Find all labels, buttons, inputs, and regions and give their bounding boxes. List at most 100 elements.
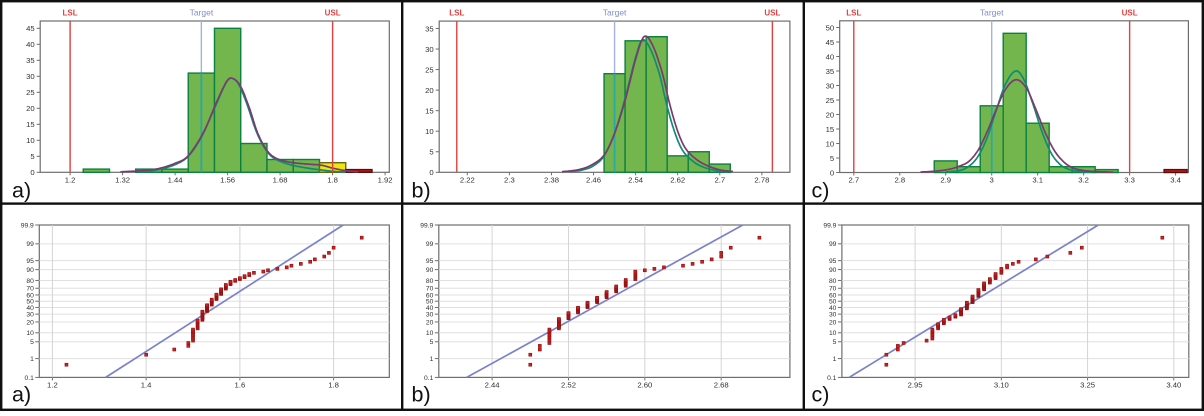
svg-text:60: 60	[829, 292, 837, 299]
svg-text:70: 70	[426, 286, 434, 293]
svg-text:2.68: 2.68	[714, 380, 729, 389]
svg-text:1: 1	[833, 356, 837, 363]
svg-text:2.78: 2.78	[754, 175, 769, 184]
svg-text:90: 90	[829, 267, 837, 274]
svg-text:2.9: 2.9	[940, 176, 951, 185]
svg-text:2.60: 2.60	[637, 380, 652, 389]
svg-text:25: 25	[425, 65, 434, 74]
svg-text:20: 20	[829, 319, 837, 326]
svg-text:10: 10	[826, 139, 835, 148]
svg-text:50: 50	[826, 23, 835, 32]
svg-text:20: 20	[26, 104, 35, 113]
svg-text:95: 95	[426, 258, 434, 265]
svg-text:2.7: 2.7	[848, 176, 859, 185]
svg-text:99: 99	[26, 241, 34, 248]
svg-text:USL: USL	[764, 9, 780, 18]
svg-text:USL: USL	[1122, 8, 1138, 17]
svg-text:LSL: LSL	[63, 9, 78, 18]
svg-text:3.3: 3.3	[1124, 176, 1135, 185]
svg-text:c): c)	[812, 383, 830, 407]
svg-text:2.54: 2.54	[628, 175, 644, 184]
svg-text:80: 80	[26, 278, 34, 285]
svg-text:1.8: 1.8	[328, 380, 339, 389]
svg-text:0: 0	[30, 168, 34, 177]
svg-text:c): c)	[812, 179, 830, 203]
svg-text:40: 40	[829, 305, 837, 312]
svg-text:10: 10	[425, 127, 434, 136]
svg-text:0: 0	[830, 168, 834, 177]
svg-text:25: 25	[826, 96, 835, 105]
svg-text:2.44: 2.44	[485, 380, 501, 389]
svg-text:2.38: 2.38	[544, 175, 559, 184]
svg-text:10: 10	[26, 136, 35, 145]
svg-text:50: 50	[829, 299, 837, 306]
svg-text:40: 40	[426, 305, 434, 312]
svg-text:0.1: 0.1	[827, 375, 837, 382]
svg-text:99.9: 99.9	[21, 222, 34, 229]
svg-text:80: 80	[426, 278, 434, 285]
svg-text:1.56: 1.56	[220, 175, 235, 184]
svg-text:3.40: 3.40	[1166, 380, 1181, 389]
svg-text:30: 30	[426, 312, 434, 319]
svg-text:25: 25	[26, 88, 35, 97]
svg-text:30: 30	[26, 72, 35, 81]
svg-text:5: 5	[429, 148, 433, 157]
svg-text:95: 95	[26, 258, 34, 265]
svg-text:40: 40	[26, 40, 35, 49]
svg-text:1.4: 1.4	[141, 380, 152, 389]
svg-text:10: 10	[829, 330, 837, 337]
svg-text:2.62: 2.62	[670, 175, 685, 184]
svg-text:30: 30	[826, 81, 835, 90]
svg-text:99: 99	[426, 241, 434, 248]
svg-text:2.8: 2.8	[894, 176, 905, 185]
svg-text:30: 30	[26, 312, 34, 319]
svg-text:15: 15	[26, 120, 35, 129]
svg-text:3.1: 3.1	[1032, 176, 1043, 185]
svg-text:5: 5	[830, 154, 834, 163]
svg-text:1.32: 1.32	[115, 175, 130, 184]
svg-text:40: 40	[26, 305, 34, 312]
svg-text:b): b)	[412, 179, 431, 203]
svg-text:1.8: 1.8	[327, 175, 338, 184]
svg-text:1.6: 1.6	[235, 380, 246, 389]
svg-text:99.9: 99.9	[420, 222, 433, 229]
svg-text:15: 15	[826, 125, 835, 134]
svg-text:1.92: 1.92	[378, 175, 393, 184]
svg-text:40: 40	[826, 52, 835, 61]
svg-text:60: 60	[426, 292, 434, 299]
svg-text:USL: USL	[325, 9, 341, 18]
svg-text:1: 1	[30, 356, 34, 363]
svg-text:45: 45	[26, 24, 35, 33]
svg-text:1.68: 1.68	[273, 175, 288, 184]
svg-text:5: 5	[430, 339, 434, 346]
svg-text:45: 45	[826, 38, 835, 47]
svg-text:50: 50	[426, 299, 434, 306]
svg-text:90: 90	[26, 267, 34, 274]
svg-text:20: 20	[425, 86, 434, 95]
svg-text:10: 10	[26, 330, 34, 337]
svg-text:70: 70	[26, 286, 34, 293]
svg-text:a): a)	[12, 383, 31, 407]
svg-text:b): b)	[412, 383, 431, 407]
svg-text:2.46: 2.46	[586, 175, 601, 184]
svg-text:1.44: 1.44	[168, 175, 184, 184]
svg-text:20: 20	[826, 110, 835, 119]
svg-text:90: 90	[426, 267, 434, 274]
svg-text:95: 95	[829, 258, 837, 265]
svg-text:80: 80	[829, 278, 837, 285]
svg-text:0.1: 0.1	[424, 375, 434, 382]
svg-text:50: 50	[26, 299, 34, 306]
svg-text:Target: Target	[603, 8, 627, 18]
svg-text:3.2: 3.2	[1078, 176, 1089, 185]
svg-text:20: 20	[426, 319, 434, 326]
svg-text:5: 5	[833, 339, 837, 346]
svg-text:5: 5	[30, 152, 34, 161]
svg-text:3: 3	[990, 176, 994, 185]
svg-text:0.1: 0.1	[25, 375, 35, 382]
svg-text:35: 35	[425, 24, 434, 33]
svg-text:3.25: 3.25	[1080, 380, 1095, 389]
svg-text:35: 35	[26, 56, 35, 65]
svg-text:LSL: LSL	[846, 8, 861, 17]
svg-text:2.3: 2.3	[504, 175, 515, 184]
svg-text:70: 70	[829, 286, 837, 293]
